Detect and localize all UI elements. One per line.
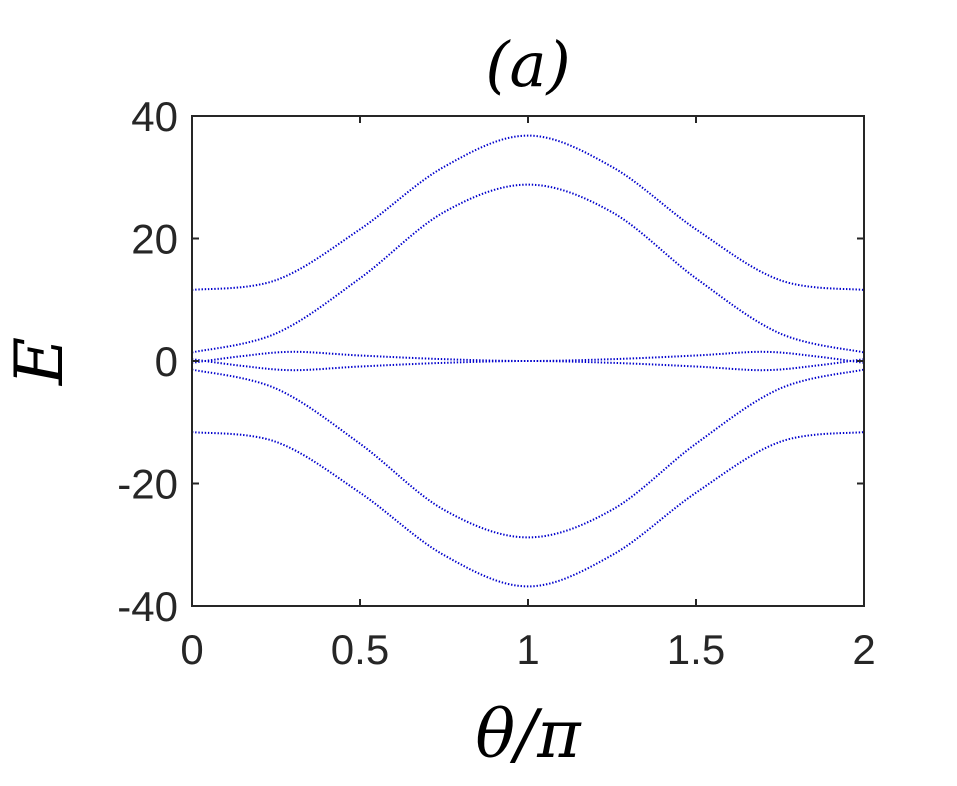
y-tick-label: -20 — [117, 461, 178, 508]
band-line-2 — [191, 183, 865, 354]
x-tick-label: 2 — [852, 626, 875, 673]
series-layer — [191, 134, 865, 588]
band-line-1 — [191, 134, 865, 291]
ticks-layer: 0 0.5 1 1.5 2 40 20 0 -20 -40 — [117, 93, 875, 673]
y-tick-label: 0 — [155, 338, 178, 385]
band-line-4 — [191, 350, 865, 364]
y-tick-label: 20 — [131, 216, 178, 263]
band-line-5 — [191, 368, 865, 539]
x-tick-label: 1.5 — [667, 626, 725, 673]
x-axis-label: θ/π — [475, 696, 582, 773]
x-tick-label: 0.5 — [331, 626, 389, 673]
y-tick-label: -40 — [117, 583, 178, 630]
y-tick-label: 40 — [131, 93, 178, 140]
y-axis-label: E — [1, 337, 78, 386]
band-line-6 — [191, 431, 865, 588]
x-tick-label: 0 — [180, 626, 203, 673]
x-tick-label: 1 — [516, 626, 539, 673]
chart-title: (a) — [485, 28, 570, 101]
